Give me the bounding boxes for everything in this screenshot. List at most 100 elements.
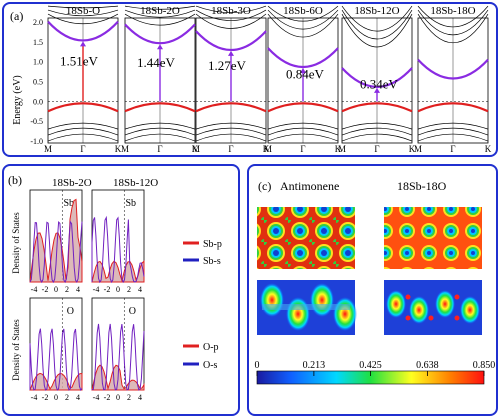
- energy-tick-label: 2.0: [33, 18, 43, 27]
- dos-ylabel-top: Density of States: [11, 212, 21, 274]
- valence-band: [267, 122, 339, 130]
- valence-band: [124, 122, 196, 130]
- valence-band-top: [47, 102, 119, 113]
- band-gap-arrowhead: [374, 87, 380, 93]
- dos-xtick-label: 0: [54, 285, 58, 294]
- conduction-band: [124, 13, 196, 26]
- dos-xtick-label: -4: [93, 393, 100, 402]
- conduction-band: [195, 9, 267, 21]
- valence-band-top: [195, 102, 267, 113]
- energy-tick-label: 0.5: [33, 77, 43, 86]
- charge-map-antimonene-top: [257, 207, 355, 269]
- kpoint-label: M: [44, 144, 52, 154]
- dos-row-tag: O: [67, 306, 74, 317]
- dos-xtick-label: 2: [65, 285, 69, 294]
- dos-xtick-label: 2: [65, 393, 69, 402]
- conduction-band: [195, 5, 267, 13]
- dos-legend-bottom: O-p O-s: [183, 342, 219, 371]
- colorbar-tick-label: 0.425: [359, 360, 382, 371]
- band-gap-label: 1.27eV: [208, 58, 247, 73]
- dos-xtick-label: -2: [42, 285, 49, 294]
- conduction-band: [124, 9, 196, 18]
- panel-b: (b) 18Sb-2O 18Sb-12O Density of States D…: [2, 164, 240, 416]
- panel-c-frame: [247, 164, 498, 416]
- conduction-band-bottom: [341, 67, 413, 88]
- panel-a-frame: [2, 2, 498, 157]
- valence-band: [417, 122, 489, 130]
- conduction-band: [47, 5, 119, 9]
- panel-c: (c) Antimonene 18Sb-18O: [247, 164, 498, 416]
- dos-xtick-label: 0: [54, 393, 58, 402]
- charge-title-antimonene: Antimonene: [280, 179, 339, 193]
- dos-legend-top: Sb-p Sb-s: [183, 239, 222, 267]
- band-subplot-title: 18Sb-6O: [283, 5, 323, 17]
- kpoint-label: K: [485, 144, 492, 154]
- conduction-band: [267, 9, 339, 30]
- conduction-band: [267, 5, 339, 22]
- band-subplot-title: 18Sb-12O: [354, 5, 399, 17]
- band-subplot-title: 18Sb-18O: [430, 5, 475, 17]
- kpoint-label: K: [263, 144, 270, 154]
- valence-band: [417, 127, 489, 136]
- conduction-band: [417, 13, 489, 43]
- energy-tick-label: 1.5: [33, 38, 43, 47]
- band-subplot: 18Sb-3O 1.27eV M Γ K: [192, 5, 270, 154]
- valence-band-top: [417, 102, 489, 113]
- dos-xtick-label: 2: [127, 285, 131, 294]
- panel-a-label: (a): [10, 9, 23, 23]
- panel-c-label: (c): [258, 179, 271, 193]
- charge-map-18sb-18o-top: [384, 207, 482, 269]
- panel-a: (a) Energy (eV) 2.01.51.00.50.0-0.5-1.0 …: [2, 2, 498, 157]
- legend-o-s: O-s: [203, 360, 218, 371]
- valence-band-top: [124, 102, 196, 113]
- dos-s-state: [91, 323, 145, 391]
- kpoint-label: K: [192, 144, 199, 154]
- kpoint-label: Γ: [157, 144, 162, 154]
- kpoint-label: M: [192, 144, 200, 154]
- kpoint-label: Γ: [374, 144, 379, 154]
- dos-xtick-label: -2: [104, 285, 111, 294]
- conduction-band: [47, 13, 119, 24]
- conduction-band: [47, 9, 119, 17]
- valence-band: [341, 122, 413, 130]
- kpoint-label: Γ: [300, 144, 305, 154]
- valence-band: [341, 133, 413, 142]
- valence-band-top: [267, 102, 339, 113]
- valence-band: [47, 133, 119, 142]
- charge-map-18sb-18o-side: [384, 280, 482, 335]
- band-subplot: 18Sb-6O 0.84eV M Γ K: [264, 5, 342, 154]
- valence-band: [341, 127, 413, 136]
- dos-row-tag: Sb: [63, 198, 74, 209]
- kpoint-label: Γ: [80, 144, 85, 154]
- dos-p-state: [91, 260, 145, 283]
- dos-col-title-1: 18Sb-2O: [52, 177, 92, 189]
- valence-band: [124, 133, 196, 142]
- band-subplot: 18Sb-12O 0.34eV M Γ K: [338, 5, 416, 154]
- valence-band: [47, 127, 119, 136]
- valence-band: [417, 133, 489, 142]
- energy-tick-label: 0.0: [33, 97, 43, 106]
- valence-band-top: [341, 102, 413, 113]
- colorbar-tick-label: 0.850: [473, 360, 496, 371]
- dos-xtick-label: 4: [138, 285, 142, 294]
- dos-s-state: [29, 220, 83, 284]
- band-gap-arrowhead: [157, 44, 163, 50]
- dos-xtick-label: 2: [127, 393, 131, 402]
- dos-xtick-label: 4: [76, 285, 80, 294]
- kpoint-label: M: [121, 144, 129, 154]
- colorbar-tick-label: 0.213: [303, 360, 326, 371]
- dos-subplot: Sb -4 -2 0 2 4: [29, 189, 83, 294]
- dos-xtick-label: 0: [116, 393, 120, 402]
- conduction-band: [341, 5, 413, 32]
- dos-xtick-label: -4: [31, 285, 38, 294]
- band-gap-arrowhead: [228, 50, 234, 56]
- valence-band: [267, 133, 339, 142]
- kpoint-label: Γ: [228, 144, 233, 154]
- dos-row-tag: Sb: [125, 198, 136, 209]
- band-subplot: 18Sb-2O 1.44eV M Γ K: [121, 5, 199, 154]
- dos-subplot: Sb -4 -2 0 2 4: [91, 189, 145, 294]
- energy-tick-label: 1.0: [33, 58, 43, 67]
- dos-xtick-label: -4: [93, 285, 100, 294]
